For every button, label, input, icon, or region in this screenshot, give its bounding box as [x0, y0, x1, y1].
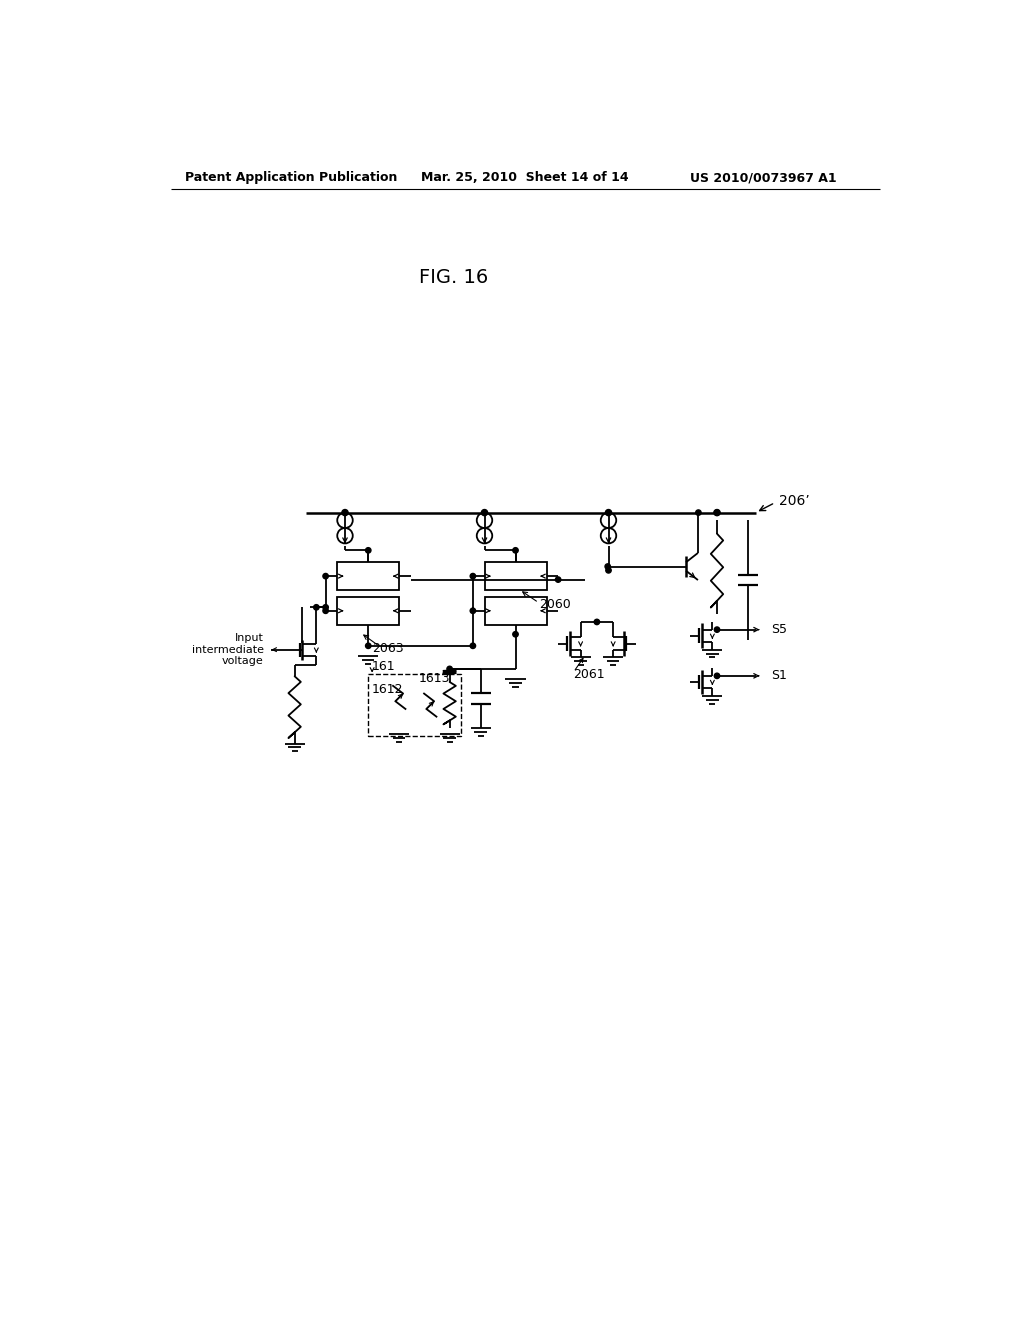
- Text: 2060: 2060: [539, 598, 570, 611]
- Circle shape: [695, 510, 701, 515]
- Text: 2061: 2061: [573, 668, 605, 681]
- Circle shape: [446, 667, 453, 672]
- Circle shape: [323, 573, 329, 578]
- Circle shape: [342, 510, 348, 516]
- Text: Patent Application Publication: Patent Application Publication: [184, 172, 397, 185]
- Bar: [484, 597, 547, 626]
- Bar: [337, 562, 399, 590]
- Circle shape: [323, 609, 329, 614]
- Circle shape: [313, 605, 319, 610]
- Circle shape: [594, 619, 600, 624]
- Text: Mar. 25, 2010  Sheet 14 of 14: Mar. 25, 2010 Sheet 14 of 14: [421, 172, 629, 185]
- Circle shape: [715, 673, 720, 678]
- Circle shape: [513, 631, 518, 638]
- Text: FIG. 16: FIG. 16: [419, 268, 488, 288]
- Circle shape: [606, 568, 611, 573]
- Bar: [369, 675, 461, 737]
- Circle shape: [470, 643, 475, 648]
- Circle shape: [715, 627, 720, 632]
- Circle shape: [715, 510, 720, 515]
- Text: 206’: 206’: [779, 494, 810, 508]
- Bar: [337, 597, 399, 626]
- Circle shape: [470, 609, 475, 614]
- Text: 2063: 2063: [372, 642, 403, 655]
- Circle shape: [605, 510, 611, 516]
- Circle shape: [366, 548, 371, 553]
- Text: US 2010/0073967 A1: US 2010/0073967 A1: [690, 172, 837, 185]
- Circle shape: [714, 510, 720, 516]
- Circle shape: [555, 577, 561, 582]
- Bar: [484, 562, 547, 590]
- Text: S5: S5: [771, 623, 787, 636]
- Text: Input
intermediate
voltage: Input intermediate voltage: [191, 634, 263, 667]
- Circle shape: [605, 564, 610, 569]
- Circle shape: [323, 605, 329, 610]
- Circle shape: [470, 573, 475, 578]
- Text: S1: S1: [771, 669, 787, 682]
- Text: 1612: 1612: [372, 684, 403, 696]
- Circle shape: [481, 510, 487, 516]
- Circle shape: [366, 643, 371, 648]
- Circle shape: [513, 548, 518, 553]
- Text: 1613: 1613: [419, 672, 451, 685]
- Text: 161: 161: [372, 660, 395, 673]
